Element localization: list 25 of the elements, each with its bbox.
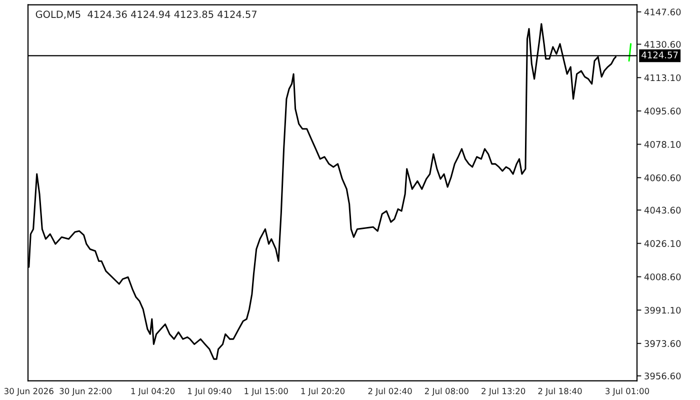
text: GOLD,M5 4124.36 4124.94 4123.85 4124.57 [36,10,256,19]
y-tick-label: 4026.10 [644,240,681,247]
y-tick-label: 3973.60 [644,340,681,348]
y-tick-label: 3956.60 [644,372,681,380]
y-tick-label: 4113.10 [644,74,681,82]
x-tick-label: 2 Jul 13:20 [482,388,526,396]
y-tick-label: 4130.60 [644,40,681,48]
y-tick-label: 4078.10 [644,141,681,148]
x-tick-label: 2 Jul 18:40 [538,388,582,396]
y-tick-label: 4095.60 [644,108,681,115]
y-tick-label: 4060.60 [644,174,681,182]
x-tick-label: 1 Jul 15:00 [244,388,288,396]
y-tick-label: 4008.60 [644,273,681,280]
x-tick-label: 3 Jul 01:00 [606,388,650,396]
x-tick-label: 1 Jul 20:20 [301,388,345,396]
x-tick-label: 1 Jul 09:40 [188,388,232,396]
y-tick-label: 3991.10 [644,306,681,314]
x-tick-label: 1 Jul 04:20 [131,388,175,396]
x-tick-label: 2 Jul 02:40 [368,388,412,396]
x-tick-label: 2 Jul 08:00 [424,388,468,396]
y-tick-label: 4147.60 [644,8,681,16]
y-tick-label: 4043.60 [644,206,681,214]
x-tick-label: 30 Jun 22:00 [60,388,112,396]
x-tick-label: 30 Jun 2026 [4,388,54,396]
ref-line-label: 4124.57 [642,52,678,58]
